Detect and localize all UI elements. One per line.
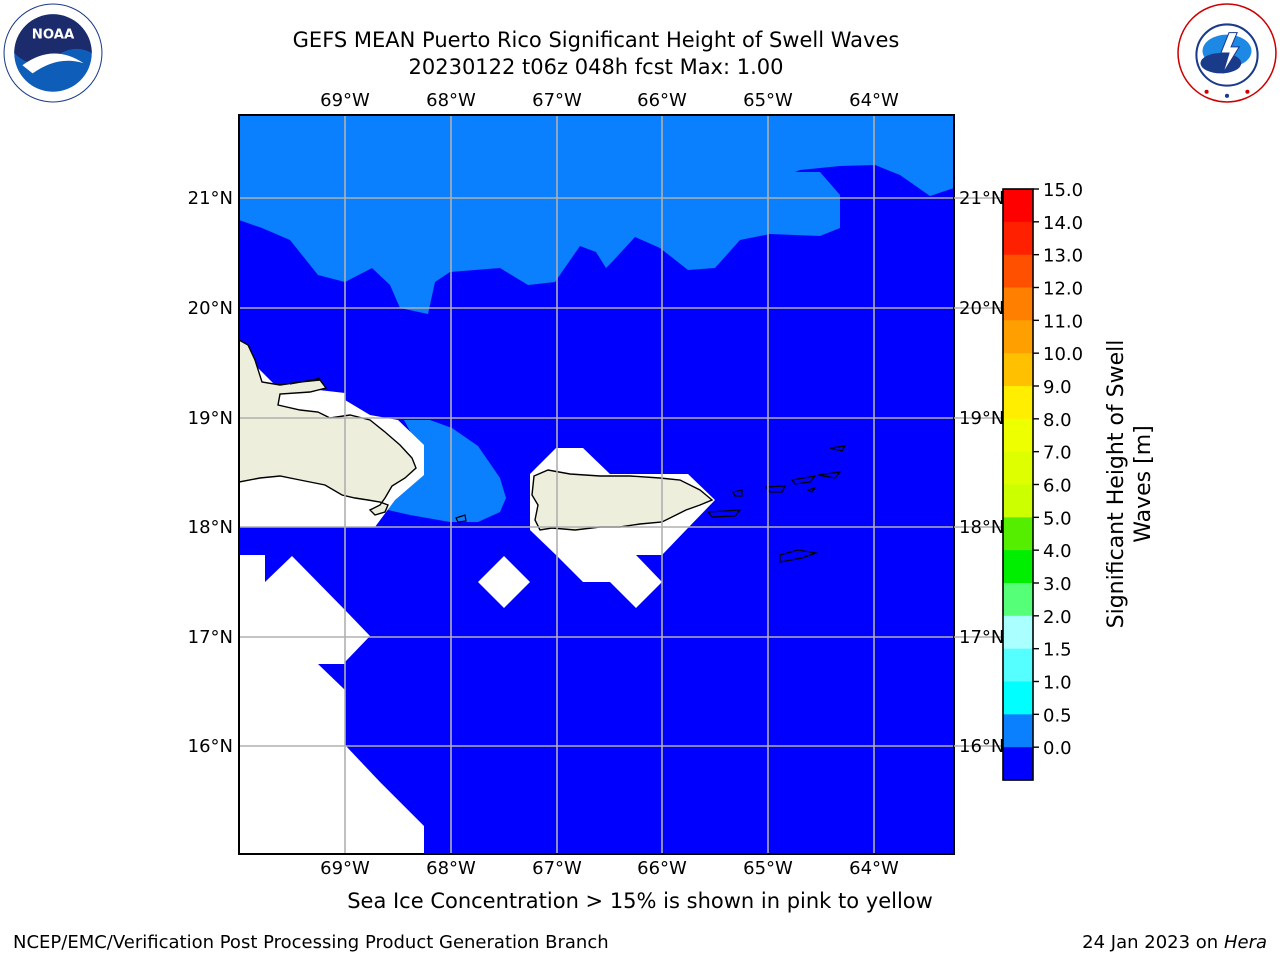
land-hispaniola [239,339,417,516]
footer-machine: Hera [1223,932,1267,953]
lon-label-bottom-64w: 64°W [849,858,899,879]
masked-southwest [239,555,424,854]
lon-label-bottom-65w: 65°W [743,858,793,879]
colorbar-tick-label: 8.0 [1043,410,1072,431]
colorbar-segment [1003,451,1033,486]
lat-label-left-20n: 20°N [188,298,233,319]
chart-subtitle: 20230122 t06z 048h fcst Max: 1.00 [408,55,784,79]
colorbar-tick-label: 5.0 [1043,508,1072,529]
lon-label-bottom-69w: 69°W [320,858,370,879]
lat-label-right-20n: 20°N [959,298,1004,319]
colorbar-segment [1003,386,1033,420]
noaa-logo: NOAA [3,3,103,103]
colorbar-tick-label: 3.0 [1043,574,1072,595]
lon-label-top-64w: 64°W [849,90,899,111]
lon-label-top-69w: 69°W [320,90,370,111]
footer-branch: NCEP/EMC/Verification Post Processing Pr… [13,932,609,953]
colorbar-tick-label: 0.5 [1043,705,1072,726]
land-vieques [706,509,742,518]
colorbar-segment [1003,287,1033,321]
colorbar-tick-label: 13.0 [1043,246,1083,267]
footer-date-text: 24 Jan 2023 on [1082,932,1219,953]
colorbar-tick-label: 14.0 [1043,213,1083,234]
masked-islet [478,556,530,608]
colorbar-segment [1003,320,1033,354]
colorbar-label-line1: Significant Height of Swell [1104,340,1129,629]
lat-label-right-19n: 19°N [959,408,1004,429]
colorbar: 15.0 14.0 13.0 12.0 11.0 10.0 9.0 8.0 7.0 6.0 5.0 4… [1002,180,1083,781]
land-virgin-islands [764,445,847,493]
lat-label-right-16n: 16°N [959,736,1004,757]
masked-southwest-cut [318,664,345,690]
lat-label-left-17n: 17°N [188,627,233,648]
colorbar-segment [1003,517,1033,551]
land-desecheo [455,514,467,523]
map-frame [238,114,955,855]
swell-field-mid-mona [388,420,506,522]
lat-label-left-18n: 18°N [188,517,233,538]
colorbar-segment [1003,221,1033,256]
colorbar-tick-label: 1.0 [1043,673,1072,694]
sea-ice-note: Sea Ice Concentration > 15% is shown in … [347,889,933,913]
lon-label-top-68w: 68°W [426,90,476,111]
lon-label-bottom-66w: 66°W [637,858,687,879]
graticule [239,115,954,854]
colorbar-segment [1003,189,1033,223]
masked-southwest-notch [239,555,265,582]
colorbar-segment [1003,353,1033,387]
lat-label-left-16n: 16°N [188,736,233,757]
colorbar-tick-label: 9.0 [1043,377,1072,398]
nws-logo [1177,3,1277,103]
colorbar-tick-label: 11.0 [1043,311,1083,332]
map-panel [239,115,954,854]
colorbar-tick-label: 1.5 [1043,640,1072,661]
colorbar-segment [1003,484,1033,518]
colorbar-tick-label: 12.0 [1043,279,1083,300]
colorbar-segment [1003,714,1033,748]
land-hispaniola-north-coast [289,377,321,385]
colorbar-segment [1003,648,1033,683]
lon-label-bottom-68w: 68°W [426,858,476,879]
colorbar-tick-label: 2.0 [1043,607,1072,628]
lat-label-right-17n: 17°N [959,627,1004,648]
lat-label-left-19n: 19°N [188,408,233,429]
lat-label-right-21n: 21°N [959,188,1004,209]
colorbar-segment [1003,550,1033,584]
lat-label-left-21n: 21°N [188,188,233,209]
colorbar-segment [1003,583,1033,617]
lat-label-right-18n: 18°N [959,517,1004,538]
lon-label-top-65w: 65°W [743,90,793,111]
colorbar-segment [1003,747,1033,781]
chart-title: GEFS MEAN Puerto Rico Significant Height… [292,28,900,52]
colorbar-tick-label: 10.0 [1043,344,1083,365]
colorbar-tick-label: 15.0 [1043,180,1083,201]
land-st-croix [779,549,819,563]
colorbar-segment [1003,681,1033,715]
colorbar-segment [1003,254,1033,289]
colorbar-tick-label: 0.0 [1043,738,1072,759]
land-culebra [732,489,743,497]
colorbar-tick-label: 4.0 [1043,541,1072,562]
lon-label-bottom-67w: 67°W [532,858,582,879]
colorbar-label-line2: Waves [m] [1131,425,1156,542]
swell-field-mid-north [239,115,954,314]
noaa-logo-text: NOAA [32,28,75,43]
lon-label-top-66w: 66°W [637,90,687,111]
colorbar-tick-label: 6.0 [1043,476,1072,497]
colorbar-segment [1003,615,1033,650]
colorbar-segment [1003,418,1033,453]
footer-date: 24 Jan 2023 on Hera [1082,932,1267,953]
colorbar-tick-label: 7.0 [1043,443,1072,464]
lon-label-top-67w: 67°W [532,90,582,111]
